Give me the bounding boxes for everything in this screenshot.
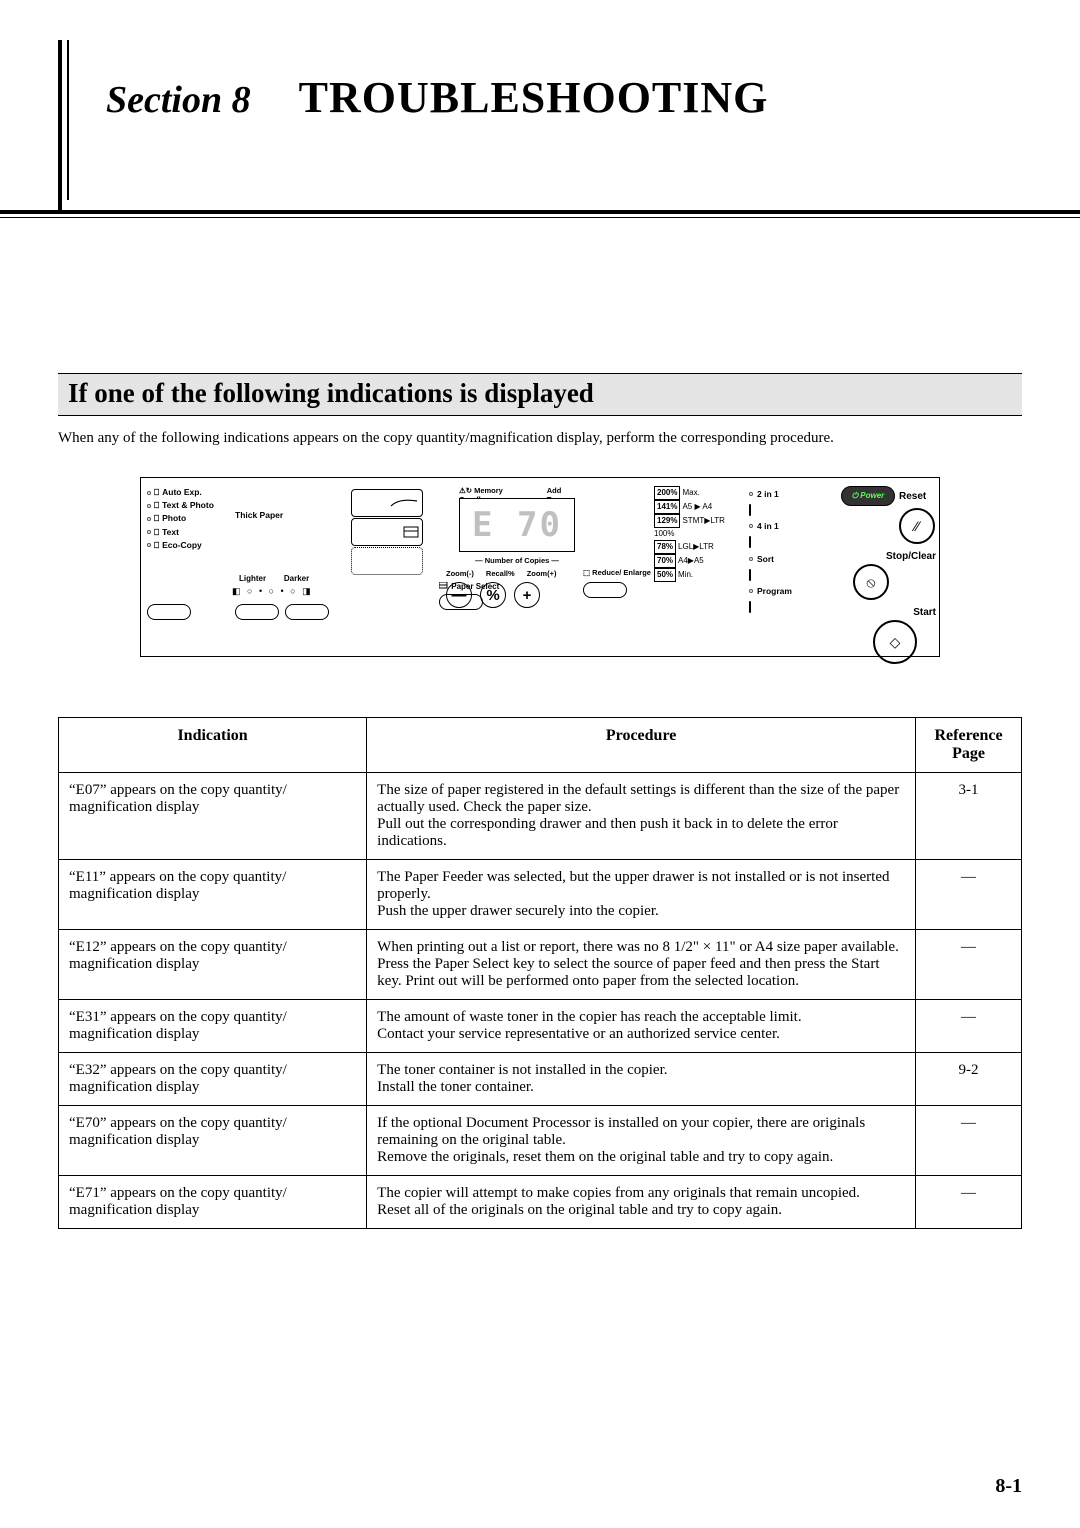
- table-row: “E07” appears on the copy quantity/ magn…: [59, 773, 1022, 860]
- cell-indication: “E12” appears on the copy quantity/ magn…: [59, 930, 367, 1000]
- control-panel-diagram: ⎕Auto Exp.⎕Text & Photo⎕Photo⎕Text⎕Eco-C…: [140, 477, 940, 657]
- layout-option-key[interactable]: [749, 504, 751, 516]
- header-rule-thin: [67, 40, 69, 200]
- recall-percent-key[interactable]: %: [480, 582, 506, 608]
- header-block: Section 8 TROUBLESHOOTING: [58, 40, 1022, 123]
- thick-paper-label: Thick Paper: [235, 510, 283, 520]
- layout-option-key[interactable]: [749, 536, 751, 548]
- start-key[interactable]: ◇: [873, 620, 917, 664]
- cell-indication: “E71” appears on the copy quantity/ magn…: [59, 1176, 367, 1229]
- density-scale-icon: ◧ ○ • ○ • ○ ◨: [232, 586, 313, 597]
- col-indication: Indication: [59, 718, 367, 773]
- layout-option-item: 2 in 1: [749, 486, 792, 502]
- zoom-labels: Zoom(-) Recall% Zoom(+): [446, 569, 556, 578]
- cell-indication: “E70” appears on the copy quantity/ magn…: [59, 1106, 367, 1176]
- paper-source-drawer-icon: [351, 518, 423, 546]
- cell-indication: “E32” appears on the copy quantity/ magn…: [59, 1053, 367, 1106]
- lighter-key[interactable]: [235, 604, 279, 620]
- intro-text: When any of the following indications ap…: [58, 430, 1022, 447]
- layout-option-item: Sort: [749, 551, 792, 567]
- zoom-minus-key[interactable]: —: [446, 582, 472, 608]
- table-row: “E31” appears on the copy quantity/ magn…: [59, 1000, 1022, 1053]
- cell-reference: —: [916, 860, 1022, 930]
- subheading-bar: If one of the following indications is d…: [58, 373, 1022, 416]
- cell-procedure: The toner container is not installed in …: [367, 1053, 916, 1106]
- cell-procedure: The amount of waste toner in the copier …: [367, 1000, 916, 1053]
- subheading: If one of the following indications is d…: [68, 378, 1012, 409]
- reduce-enlarge-key[interactable]: [583, 582, 627, 598]
- start-label: Start: [913, 607, 936, 618]
- copy-quantity-display: E 70: [459, 498, 575, 552]
- cell-reference: —: [916, 1176, 1022, 1229]
- paper-source-optional-icon: [351, 547, 423, 575]
- exposure-mode-item: ⎕Eco-Copy: [147, 539, 337, 552]
- exposure-mode-item: ⎕Auto Exp.: [147, 486, 337, 499]
- cell-procedure: If the optional Document Processor is in…: [367, 1106, 916, 1176]
- layout-option-key[interactable]: [749, 601, 751, 613]
- section-title: TROUBLESHOOTING: [299, 72, 769, 123]
- page-number: 8-1: [995, 1475, 1022, 1498]
- table-row: “E12” appears on the copy quantity/ magn…: [59, 930, 1022, 1000]
- exposure-key[interactable]: [147, 604, 191, 620]
- reset-label: Reset: [899, 491, 926, 502]
- layout-option-item: Program: [749, 583, 792, 599]
- reset-key[interactable]: ⁄⁄: [899, 508, 935, 544]
- header-divider: [0, 210, 1080, 218]
- cell-indication: “E07” appears on the copy quantity/ magn…: [59, 773, 367, 860]
- error-table: Indication Procedure Reference Page “E07…: [58, 717, 1022, 1229]
- lighter-darker-labels: Lighter Darker: [239, 574, 309, 583]
- cell-reference: —: [916, 1106, 1022, 1176]
- header-rule-thick: [58, 40, 62, 210]
- layout-option-key[interactable]: [749, 569, 751, 581]
- table-row: “E71” appears on the copy quantity/ magn…: [59, 1176, 1022, 1229]
- darker-key[interactable]: [285, 604, 329, 620]
- col-reference: Reference Page: [916, 718, 1022, 773]
- table-row: “E11” appears on the copy quantity/ magn…: [59, 860, 1022, 930]
- zoom-plus-key[interactable]: +: [514, 582, 540, 608]
- exposure-mode-item: ⎕Text: [147, 526, 337, 539]
- title-line: Section 8 TROUBLESHOOTING: [76, 40, 1022, 123]
- cell-indication: “E31” appears on the copy quantity/ magn…: [59, 1000, 367, 1053]
- cell-procedure: The Paper Feeder was selected, but the u…: [367, 860, 916, 930]
- layout-option-list: 2 in 1 4 in 1 Sort Program: [749, 486, 792, 615]
- stop-clear-key[interactable]: ⦸: [853, 564, 889, 600]
- cell-procedure: When printing out a list or report, ther…: [367, 930, 916, 1000]
- layout-option-item: 4 in 1: [749, 518, 792, 534]
- table-row: “E70” appears on the copy quantity/ magn…: [59, 1106, 1022, 1176]
- cell-reference: 9-2: [916, 1053, 1022, 1106]
- stop-clear-label: Stop/Clear: [886, 551, 936, 562]
- section-label: Section 8: [106, 78, 251, 122]
- cell-indication: “E11” appears on the copy quantity/ magn…: [59, 860, 367, 930]
- table-row: “E32” appears on the copy quantity/ magn…: [59, 1053, 1022, 1106]
- cell-procedure: The size of paper registered in the defa…: [367, 773, 916, 860]
- table-header-row: Indication Procedure Reference Page: [59, 718, 1022, 773]
- number-of-copies-label: — Number of Copies —: [459, 556, 575, 565]
- col-procedure: Procedure: [367, 718, 916, 773]
- cell-reference: —: [916, 930, 1022, 1000]
- cell-reference: 3-1: [916, 773, 1022, 860]
- paper-source-bypass-icon: [351, 489, 423, 517]
- cell-procedure: The copier will attempt to make copies f…: [367, 1176, 916, 1229]
- reduce-enlarge-label: ⬚ Reduce/ Enlarge: [583, 568, 651, 577]
- cell-reference: —: [916, 1000, 1022, 1053]
- power-key[interactable]: ⏻ Power: [841, 486, 895, 506]
